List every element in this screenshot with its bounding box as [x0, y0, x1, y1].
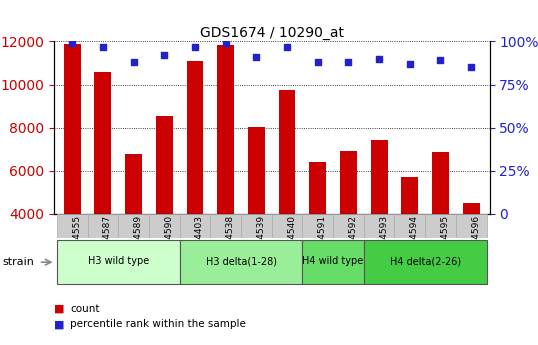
Point: [314, 59, 322, 65]
Text: GSM94592: GSM94592: [349, 215, 357, 264]
Bar: [95, 71, 111, 300]
Point: [98, 44, 107, 49]
Point: [252, 54, 260, 60]
Text: GSM94596: GSM94596: [471, 215, 480, 264]
Text: GSM94589: GSM94589: [133, 215, 143, 264]
Point: [375, 56, 384, 61]
Bar: [57, 240, 180, 284]
Bar: [371, 139, 387, 300]
Text: H3 delta(1-28): H3 delta(1-28): [206, 256, 277, 266]
Bar: [279, 90, 295, 300]
Text: H3 wild type: H3 wild type: [88, 256, 149, 266]
Bar: [248, 127, 265, 300]
Text: strain: strain: [3, 257, 34, 267]
Bar: [272, 214, 302, 238]
Text: GSM94591: GSM94591: [318, 215, 327, 264]
Bar: [394, 214, 425, 238]
Bar: [125, 154, 142, 300]
Text: count: count: [70, 304, 100, 314]
Bar: [401, 177, 418, 300]
Bar: [456, 214, 486, 238]
Point: [190, 44, 199, 49]
Bar: [364, 240, 486, 284]
Bar: [432, 152, 449, 300]
Point: [467, 65, 476, 70]
Text: GSM94593: GSM94593: [379, 215, 388, 264]
Bar: [118, 214, 149, 238]
Bar: [217, 45, 234, 300]
Bar: [149, 214, 180, 238]
Text: GSM94590: GSM94590: [164, 215, 173, 264]
Text: GSM94594: GSM94594: [410, 215, 419, 264]
Bar: [364, 214, 394, 238]
Text: H4 wild type: H4 wild type: [302, 256, 364, 266]
Bar: [57, 214, 88, 238]
Bar: [88, 214, 118, 238]
Bar: [241, 214, 272, 238]
Point: [129, 59, 138, 65]
Bar: [180, 240, 302, 284]
Point: [160, 52, 168, 58]
Text: GSM94595: GSM94595: [441, 215, 449, 264]
Text: GSM94540: GSM94540: [287, 215, 296, 264]
Bar: [425, 214, 456, 238]
Bar: [309, 162, 326, 300]
Bar: [463, 203, 479, 300]
Text: GSM94555: GSM94555: [72, 215, 81, 264]
Point: [283, 44, 292, 49]
Text: H4 delta(2-26): H4 delta(2-26): [390, 256, 461, 266]
Bar: [187, 61, 203, 300]
Bar: [302, 214, 333, 238]
Point: [221, 40, 230, 46]
Bar: [64, 43, 81, 300]
Bar: [210, 214, 241, 238]
Text: GSM94539: GSM94539: [256, 215, 265, 264]
Title: GDS1674 / 10290_at: GDS1674 / 10290_at: [200, 26, 344, 40]
Text: GSM94538: GSM94538: [225, 215, 235, 264]
Point: [436, 58, 445, 63]
Bar: [302, 240, 364, 284]
Text: ■: ■: [54, 304, 65, 314]
Text: percentile rank within the sample: percentile rank within the sample: [70, 319, 246, 329]
Point: [406, 61, 414, 67]
Point: [344, 59, 353, 65]
Bar: [333, 214, 364, 238]
Point: [68, 40, 76, 46]
Bar: [156, 116, 173, 300]
Text: GSM94403: GSM94403: [195, 215, 204, 264]
Bar: [340, 151, 357, 300]
Text: GSM94587: GSM94587: [103, 215, 112, 264]
Bar: [180, 214, 210, 238]
Text: ■: ■: [54, 319, 65, 329]
